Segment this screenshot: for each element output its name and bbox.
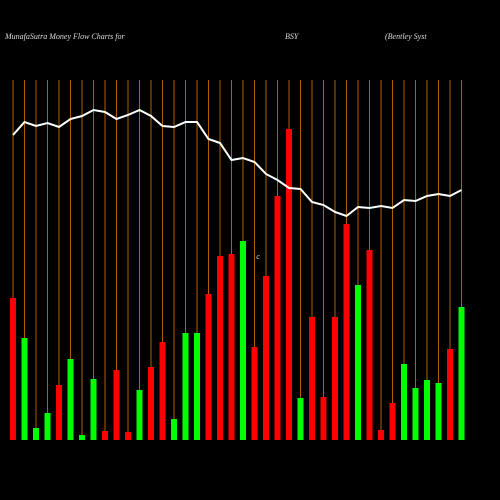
bar: [102, 431, 108, 440]
money-flow-line: [12, 108, 462, 218]
bar: [194, 333, 200, 440]
bar: [113, 370, 120, 440]
bar: [389, 403, 396, 440]
bar: [205, 294, 212, 440]
bar: [33, 428, 39, 440]
bar: [412, 388, 419, 440]
bar: [79, 435, 85, 440]
bar: [458, 307, 465, 440]
bar: [435, 383, 442, 440]
bar: [56, 385, 62, 440]
bar: [424, 380, 430, 440]
bar: [447, 349, 453, 440]
bar: [274, 196, 281, 440]
bar: [401, 364, 407, 440]
bar: [44, 413, 51, 440]
bar: [171, 419, 177, 440]
chart-subtitle: (Bentley Syst: [385, 32, 427, 41]
bar: [332, 317, 338, 440]
bar: [297, 398, 304, 440]
bar: [148, 367, 154, 440]
chart-title: MunafaSutra Money Flow Charts for: [4, 32, 125, 41]
bar: [182, 333, 189, 440]
bar: [366, 250, 373, 440]
bar: [21, 338, 28, 440]
bar: [309, 317, 315, 440]
bar: [125, 432, 131, 440]
bar: [320, 397, 327, 440]
bar: [10, 298, 16, 440]
bar: [159, 342, 166, 440]
bar: [217, 256, 223, 440]
bar: [263, 276, 269, 440]
bar: [286, 129, 292, 440]
bar: [228, 254, 235, 440]
bar: [378, 430, 384, 440]
chart-symbol: BSY: [285, 32, 300, 41]
annotation: c: [256, 252, 260, 261]
bar: [251, 347, 258, 440]
bar: [136, 390, 143, 440]
bar: [240, 241, 246, 440]
bar: [90, 379, 97, 440]
bar: [355, 285, 361, 440]
bar: [343, 224, 350, 440]
bar: [67, 359, 74, 440]
